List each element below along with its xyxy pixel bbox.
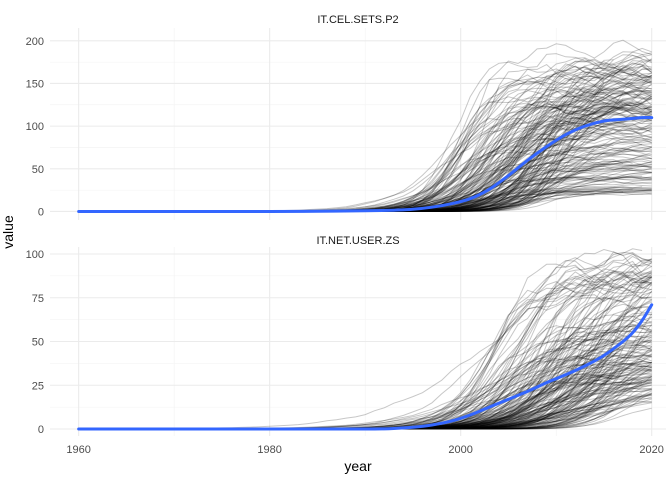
- x-tick-label: 2020: [639, 444, 663, 456]
- facet-panel-cel-sets: 0 50 100 150 200 IT.CEL.SETS.P2: [26, 14, 666, 220]
- facet-strip-label: IT.CEL.SETS.P2: [317, 14, 398, 26]
- y-tick-label: 75: [32, 293, 44, 305]
- y-tick-label: 50: [32, 337, 44, 349]
- facet-panel-net-user: 0 25 50 75 100 IT.NET.USER.ZS: [26, 235, 666, 436]
- y-tick-label: 100: [26, 121, 44, 133]
- y-tick-label: 25: [32, 380, 44, 392]
- y-tick-label: 150: [26, 78, 44, 90]
- y-tick-labels: 0 25 50 75 100: [26, 249, 44, 436]
- y-tick-label: 0: [38, 206, 44, 218]
- smoothed-trend-line: [77, 115, 654, 214]
- facet-strip-label: IT.NET.USER.ZS: [316, 235, 399, 247]
- y-tick-label: 50: [32, 164, 44, 176]
- y-axis-title: value: [0, 215, 16, 249]
- y-tick-label: 200: [26, 36, 44, 48]
- smoothed-trend-line: [77, 303, 654, 431]
- x-axis-title: year: [344, 458, 372, 474]
- x-tick-label: 1960: [66, 444, 90, 456]
- y-tick-label: 0: [38, 424, 44, 436]
- y-tick-labels: 0 50 100 150 200: [26, 36, 44, 219]
- x-tick-labels: 1960 1980 2000 2020: [66, 444, 664, 456]
- x-tick-label: 2000: [448, 444, 472, 456]
- y-tick-label: 100: [26, 249, 44, 261]
- x-tick-label: 1980: [257, 444, 281, 456]
